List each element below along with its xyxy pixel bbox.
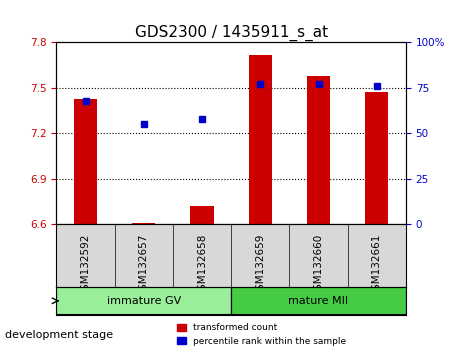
- Text: GSM132592: GSM132592: [80, 234, 91, 297]
- Text: mature MII: mature MII: [289, 296, 349, 306]
- Title: GDS2300 / 1435911_s_at: GDS2300 / 1435911_s_at: [134, 25, 328, 41]
- Text: development stage: development stage: [5, 330, 113, 339]
- Text: GSM132659: GSM132659: [255, 234, 265, 297]
- Text: GSM132661: GSM132661: [372, 234, 382, 297]
- Text: GSM132657: GSM132657: [139, 234, 149, 297]
- Bar: [190, 206, 214, 224]
- Bar: [365, 92, 388, 224]
- Bar: [307, 76, 330, 224]
- Bar: [249, 55, 272, 224]
- Text: GSM132660: GSM132660: [313, 234, 323, 297]
- Text: immature GV: immature GV: [106, 296, 181, 306]
- FancyBboxPatch shape: [56, 287, 231, 314]
- Legend: transformed count, percentile rank within the sample: transformed count, percentile rank withi…: [173, 320, 350, 349]
- Text: GSM132658: GSM132658: [197, 234, 207, 297]
- Bar: [132, 223, 156, 224]
- FancyBboxPatch shape: [231, 287, 406, 314]
- Bar: [74, 98, 97, 224]
